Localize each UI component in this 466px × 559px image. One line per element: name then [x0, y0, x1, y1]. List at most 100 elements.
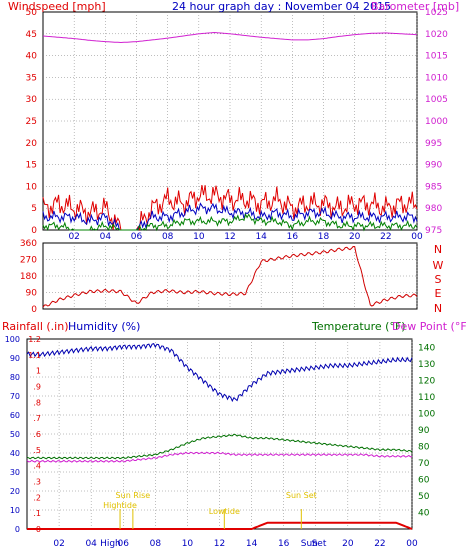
wind-xtick-label: 04	[100, 232, 112, 242]
humidity-label: Humidity (%)	[68, 320, 140, 333]
lower-xtick-label: 02	[53, 539, 64, 549]
wind-xtick-label: 14	[255, 232, 267, 242]
lower-xtick-label: 08	[150, 539, 162, 549]
temp-ytick-label: 120	[418, 376, 435, 386]
humidity-ytick-label: 80	[10, 373, 20, 382]
temp-ytick-label: 110	[418, 393, 435, 403]
humidity-ytick-label: 30	[10, 468, 20, 477]
left-axis-title: Windspeed [mph]	[8, 0, 106, 13]
event-label: Sun Set	[286, 491, 317, 500]
temp-ytick-label: 50	[418, 492, 430, 502]
temp-ytick-label: 90	[418, 426, 430, 436]
rain-ytick-label: 1.1	[28, 351, 41, 360]
temp-ytick-label: 40	[418, 508, 430, 518]
temp-ytick-label: 130	[418, 360, 435, 370]
lower-xtick-label: Set	[312, 539, 327, 549]
event-label: Hightide	[103, 501, 137, 510]
wind-xtick-label: 16	[287, 232, 299, 242]
compass-label: N	[434, 302, 442, 315]
dir-ytick-label: 0	[31, 305, 37, 315]
baro-ytick-label: 995	[425, 139, 442, 149]
wind-ytick-label: 35	[26, 73, 37, 83]
humidity-ytick-label: 40	[10, 449, 20, 458]
wind-ytick-label: 5	[31, 204, 37, 214]
rain-ytick-label: .4	[33, 462, 41, 471]
wind-ytick-label: 40	[26, 52, 38, 62]
compass-label: W	[433, 259, 444, 272]
wind-xtick-label: 00	[411, 232, 423, 242]
dewpoint-label: Dew Point (°F)	[392, 320, 466, 333]
humidity-ytick-label: 90	[10, 354, 20, 363]
wind-ytick-label: 10	[26, 182, 38, 192]
rain-ytick-label: .9	[33, 383, 41, 392]
baro-ytick-label: 975	[425, 226, 442, 236]
wind-ytick-label: 20	[26, 139, 38, 149]
wind-xtick-label: 18	[318, 232, 330, 242]
wind-ytick-label: 45	[26, 30, 37, 40]
humidity-panel-series-line	[27, 521, 413, 530]
rain-ytick-label: .1	[33, 509, 41, 518]
rain-ytick-label: .5	[33, 446, 41, 455]
wind-xtick-label: 06	[131, 232, 143, 242]
lower-xtick-label: 22	[374, 539, 385, 549]
baro-ytick-label: 1020	[425, 30, 448, 40]
wind-ytick-label: 30	[26, 95, 38, 105]
humidity-ytick-label: 50	[10, 430, 20, 439]
dir-ytick-label: 360	[20, 239, 37, 249]
humidity-ytick-label: 100	[5, 335, 20, 344]
wind-xtick-label: 22	[380, 232, 391, 242]
dir-ytick-label: 90	[26, 289, 38, 299]
humidity-ytick-label: 20	[10, 487, 20, 496]
wind-xtick-label: 10	[193, 232, 205, 242]
lower-xtick-label: 20	[342, 539, 354, 549]
humidity-ytick-label: 70	[10, 392, 20, 401]
baro-ytick-label: 985	[425, 182, 442, 192]
compass-label: E	[435, 287, 442, 300]
rain-ytick-label: 0	[36, 525, 41, 534]
event-label: Sun Rise	[116, 491, 151, 500]
baro-ytick-label: 1025	[425, 8, 448, 18]
wind-xtick-label: 02	[68, 232, 79, 242]
baro-ytick-label: 1010	[425, 73, 448, 83]
lower-xtick-label: 06	[118, 539, 130, 549]
lower-xtick-label: 00	[406, 539, 418, 549]
temp-ytick-label: 100	[418, 409, 435, 419]
dir-ytick-label: 270	[20, 256, 37, 266]
humidity-ytick-label: 60	[10, 411, 20, 420]
lower-xtick-label: 14	[246, 539, 258, 549]
humidity-panel-series-line	[26, 433, 413, 460]
baro-ytick-label: 1000	[425, 117, 448, 127]
baro-ytick-label: 1015	[425, 52, 448, 62]
rainfall-label: Rainfall (.in)	[2, 320, 69, 333]
rain-ytick-label: .2	[33, 493, 41, 502]
wind-series-line	[42, 185, 418, 232]
lower-xtick-label: Sun	[301, 539, 318, 549]
temp-ytick-label: 140	[418, 343, 435, 353]
baro-ytick-label: 1005	[425, 95, 448, 105]
dir-ytick-label: 180	[20, 272, 37, 282]
lower-xtick-label: High	[100, 539, 121, 549]
direction-series-line	[42, 245, 418, 308]
wind-xtick-label: 08	[162, 232, 174, 242]
baro-ytick-label: 980	[425, 204, 442, 214]
lower-xtick-label: 04	[85, 539, 97, 549]
lower-xtick-label: 10	[182, 539, 194, 549]
wind-ytick-label: 25	[26, 117, 37, 127]
rain-ytick-label: 1	[36, 367, 41, 376]
temp-ytick-label: 60	[418, 475, 430, 485]
lower-xtick-label: 16	[278, 539, 290, 549]
right-axis-title: Barometer [mb]	[371, 0, 459, 13]
wind-series-line	[42, 202, 418, 231]
humidity-ytick-label: 0	[15, 525, 20, 534]
wind-ytick-label: 50	[26, 8, 38, 18]
temp-ytick-label: 70	[418, 459, 430, 469]
wind-xtick-label: 12	[224, 232, 235, 242]
rain-ytick-label: .7	[33, 414, 41, 423]
wind-series-line	[42, 212, 418, 232]
wind-ytick-label: 15	[26, 161, 37, 171]
wind-ytick-label: 0	[31, 226, 37, 236]
rain-ytick-label: .6	[33, 430, 41, 439]
wind-series-line	[42, 31, 418, 44]
wind-xtick-label: 20	[349, 232, 361, 242]
